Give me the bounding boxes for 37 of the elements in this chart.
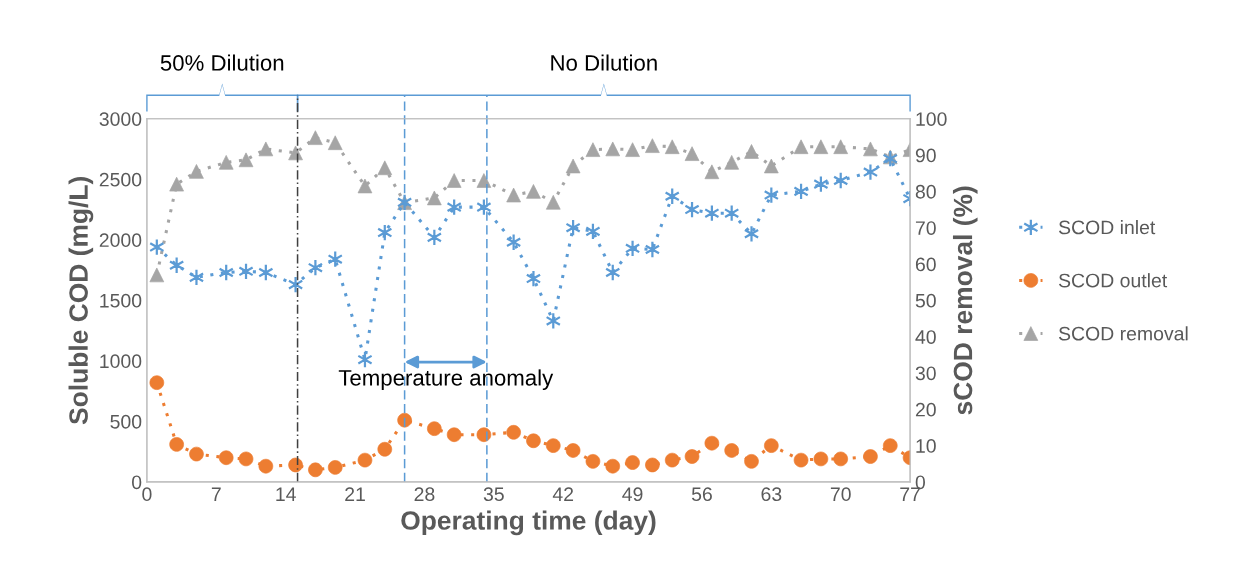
legend-label: SCOD inlet bbox=[1058, 220, 1156, 235]
y2-tick-label: 80 bbox=[915, 184, 936, 199]
x-tick-label: 63 bbox=[761, 487, 782, 502]
x-tick-label: 7 bbox=[211, 487, 221, 501]
y-tick-label: 2500 bbox=[99, 172, 142, 187]
y2-tick-label: 20 bbox=[915, 402, 936, 417]
y2-tick-label: 10 bbox=[916, 439, 936, 453]
y-tick-label: 1500 bbox=[100, 293, 142, 308]
x-tick-label: 0 bbox=[142, 487, 152, 502]
y2-tick-label: 40 bbox=[915, 330, 936, 344]
x-tick-label: 28 bbox=[414, 487, 435, 502]
y2-tick-label: 30 bbox=[915, 366, 936, 381]
y2-axis-title: sCOD removal (%) bbox=[952, 186, 978, 415]
y-tick-label: 500 bbox=[110, 414, 142, 429]
legend-label: SCOD outlet bbox=[1058, 273, 1168, 288]
y-tick-label: 3000 bbox=[99, 112, 142, 126]
x-tick-label: 21 bbox=[345, 487, 365, 501]
x-axis-title: Operating time (day) bbox=[401, 510, 656, 536]
annotation: Temperature anomaly bbox=[338, 369, 554, 391]
y2-tick-label: 90 bbox=[915, 148, 936, 163]
y-axis-title: Soluble COD (mg/L) bbox=[68, 177, 94, 425]
y-tick-label: 2000 bbox=[99, 233, 142, 248]
y2-tick-label: 70 bbox=[915, 221, 936, 235]
text: 50% Dilution bbox=[160, 54, 284, 71]
y2-tick-label: 100 bbox=[916, 112, 947, 126]
x-tick-label: 70 bbox=[830, 487, 851, 502]
legend-label: SCOD removal bbox=[1058, 326, 1188, 341]
y-tick-label: 0 bbox=[132, 475, 142, 490]
x-tick-label: 56 bbox=[691, 487, 712, 502]
text: No Dilution bbox=[551, 54, 657, 71]
x-tick-label: 49 bbox=[622, 487, 643, 502]
y2-tick-label: 50 bbox=[915, 293, 936, 308]
x-tick-label: 14 bbox=[276, 487, 296, 501]
y-tick-label: 1000 bbox=[100, 354, 142, 369]
x-tick-label: 42 bbox=[552, 487, 574, 501]
x-tick-label: 35 bbox=[483, 487, 504, 502]
y2-tick-label: 60 bbox=[915, 257, 936, 272]
